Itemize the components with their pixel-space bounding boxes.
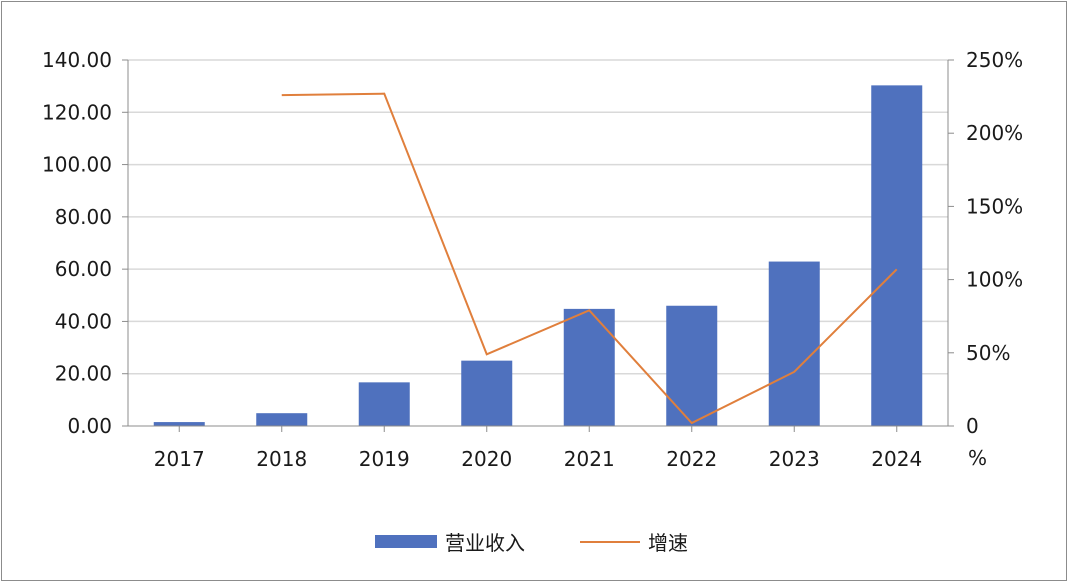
x-tick-label: 2020 [461,447,512,471]
left-tick-label: 40.00 [55,309,112,333]
left-tick-label: 120.00 [42,100,112,124]
bar-series [153,85,923,426]
bar [666,305,718,426]
axes [122,59,954,432]
bar [563,308,615,426]
left-tick-label: 0.00 [67,414,112,438]
grid-lines [128,59,948,375]
bar [256,413,308,426]
right-axis-ticks: 0 50% 100% 150% 200% 250% [966,48,1023,438]
x-tick-label: 2019 [359,447,410,471]
right-tick-label: 100% [966,268,1023,292]
left-axis-ticks: 0.00 20.00 40.00 60.00 80.00 100.00 120.00 140.… [42,48,112,438]
bar [358,382,410,426]
left-tick-label: 20.00 [55,362,112,386]
bar [768,261,820,426]
left-tick-label: 100.00 [42,153,112,177]
legend: 营业收入 增速 [375,531,688,555]
x-axis-ticks: 2017 2018 2019 2020 2021 2022 2023 2024 [154,447,922,471]
right-axis-unit-label: % [968,446,987,470]
legend-swatch-bar [375,535,437,548]
right-tick-label: 0 [966,414,979,438]
right-tick-label: 200% [966,121,1023,145]
x-tick-label: 2024 [871,447,922,471]
legend-label-revenue: 营业收入 [445,531,525,555]
left-tick-label: 140.00 [42,48,112,72]
right-tick-label: 250% [966,48,1023,72]
bar [871,85,923,426]
x-tick-label: 2017 [154,447,205,471]
right-tick-label: 150% [966,194,1023,218]
bar [461,360,513,426]
x-tick-label: 2023 [769,447,820,471]
legend-label-growth: 增速 [648,531,688,555]
x-tick-label: 2018 [256,447,307,471]
left-tick-label: 80.00 [55,205,112,229]
x-tick-label: 2022 [666,447,717,471]
growth-line [281,92,898,425]
x-tick-label: 2021 [564,447,615,471]
bar [153,422,205,426]
left-tick-label: 60.00 [55,257,112,281]
line-series [281,92,898,425]
right-tick-label: 50% [966,341,1010,365]
